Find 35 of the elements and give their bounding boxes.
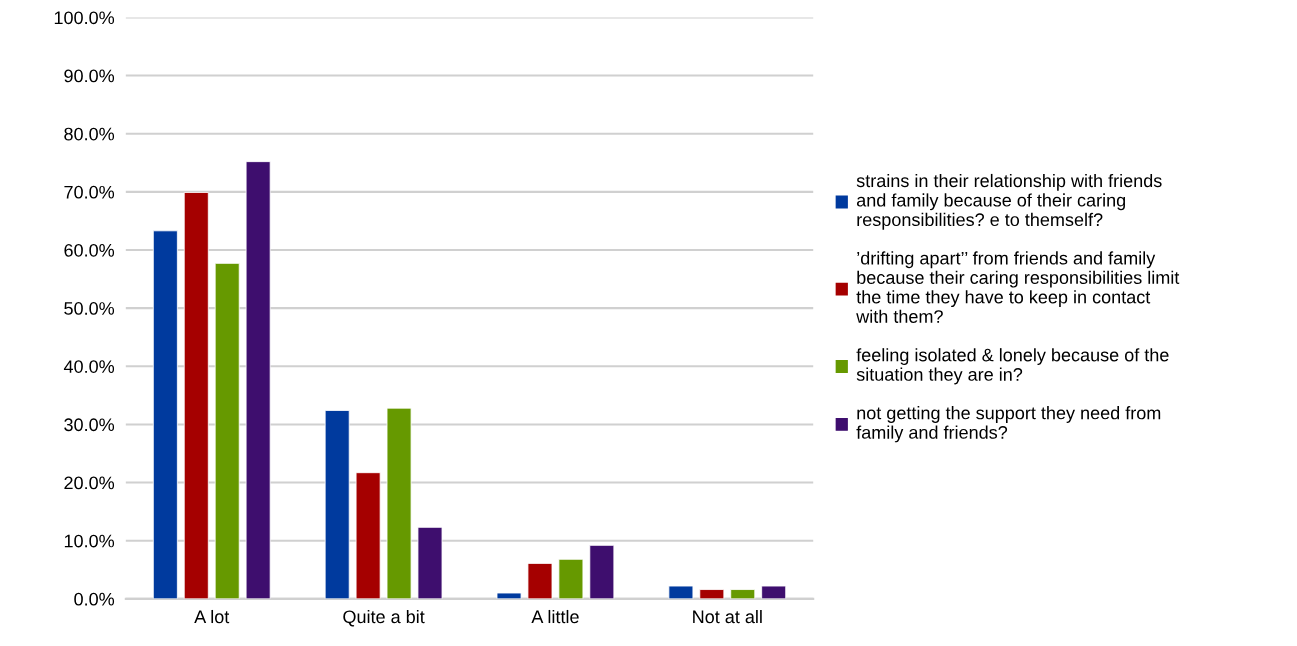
bar (152, 230, 178, 599)
x-tick-label: A little (531, 609, 579, 624)
bar (355, 472, 381, 599)
x-tick-label: A lot (194, 609, 230, 624)
bar (496, 592, 522, 599)
y-tick-label: 90.0% (64, 69, 115, 83)
legend-label: feeling isolated & lonely because of the situation they are in? (856, 348, 1169, 385)
y-tick-label: 40.0% (63, 360, 115, 373)
bar (699, 589, 725, 599)
legend-label: not getting the support they need from family and friends? (856, 406, 1161, 443)
y-tick-label: 60.0% (64, 243, 115, 257)
bar (214, 262, 240, 599)
y-tick-label: 70.0% (64, 185, 115, 199)
y-tick-label: 30.0% (64, 418, 115, 432)
y-tick-label: 0.0% (74, 592, 115, 606)
bar (386, 407, 412, 599)
bar (668, 585, 694, 599)
x-tick-label: Quite a bit (343, 609, 425, 627)
y-tick-label: 20.0% (64, 476, 115, 490)
y-tick-label: 80.0% (64, 127, 115, 141)
x-tick-label: Not at all (693, 609, 762, 624)
bar (527, 562, 553, 599)
y-tick-label: 50.0% (64, 302, 115, 315)
legend-label: strains in their relationship with friends and family because of their caring responsibilities? e to themself? (856, 173, 1162, 230)
legend-label: ’drifting apart’’ from friends and family because their caring responsibilities limit the time they have to keep in contact with them? (856, 251, 1180, 323)
bar (730, 589, 756, 599)
bar (324, 410, 350, 599)
bar (761, 585, 787, 599)
bar (417, 526, 443, 599)
y-tick-label: 10.0% (64, 534, 115, 548)
bar (245, 161, 271, 599)
bar (558, 558, 584, 599)
bar (589, 544, 615, 599)
y-tick-label: 100.0% (54, 11, 115, 25)
bar (183, 192, 209, 599)
